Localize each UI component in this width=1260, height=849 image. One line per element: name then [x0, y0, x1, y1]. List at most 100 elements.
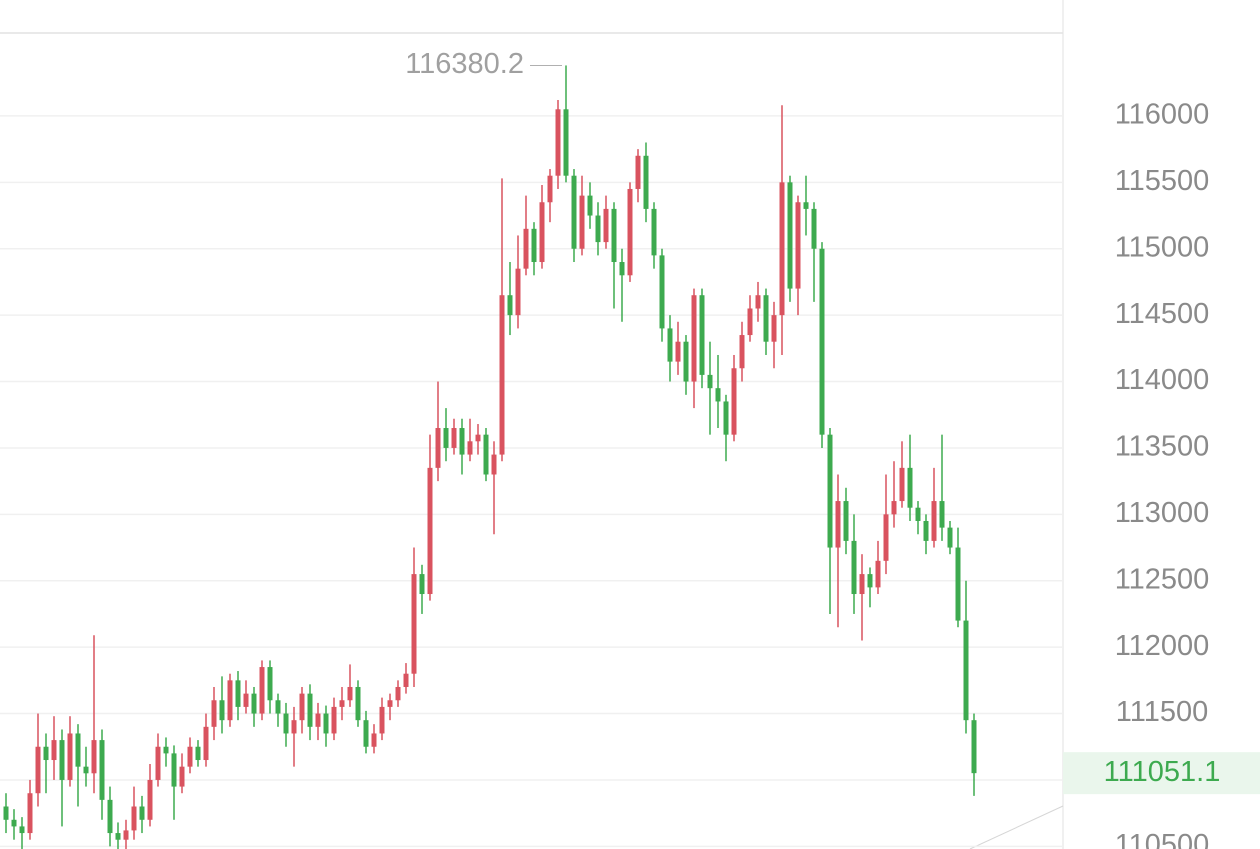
candle-body: [875, 560, 881, 588]
candle-body: [947, 527, 953, 548]
candle-body: [443, 428, 449, 448]
candle-body: [531, 228, 537, 263]
candle-body: [891, 501, 897, 515]
candle-body: [643, 155, 649, 209]
y-tick-label: 114500: [1115, 298, 1210, 330]
candle-body: [147, 779, 153, 820]
candle-body: [451, 428, 457, 448]
y-tick-label: 112000: [1115, 630, 1210, 662]
candle-body: [227, 680, 233, 721]
candle-body: [939, 501, 945, 528]
y-tick-label: 116000: [1115, 99, 1210, 131]
candle-body: [91, 740, 97, 774]
candle-body: [259, 667, 265, 714]
candle-body: [339, 700, 345, 707]
candle-body: [803, 202, 809, 209]
candle-body: [163, 746, 169, 754]
candle-body: [235, 680, 241, 707]
candle-body: [723, 401, 729, 435]
candle-body: [171, 753, 177, 787]
candle-body: [499, 295, 505, 455]
candle-body: [379, 706, 385, 734]
candle-body: [899, 467, 905, 502]
candle-body: [491, 454, 497, 475]
candle-body: [179, 766, 185, 787]
candle-body: [187, 746, 193, 767]
candle-body: [475, 434, 481, 442]
candle-body: [923, 520, 929, 541]
candle-body: [139, 806, 145, 820]
candle-body: [675, 341, 681, 362]
candle-body: [627, 188, 633, 276]
candle-body: [715, 388, 721, 402]
candle-body: [123, 830, 129, 840]
candle-body: [483, 434, 489, 475]
candle-body: [707, 374, 713, 389]
max-label: 116380.2: [405, 48, 524, 80]
candle-body: [331, 706, 337, 734]
candle-body: [747, 308, 753, 336]
candle-body: [931, 501, 937, 541]
candle-body: [635, 155, 641, 189]
candle-body: [155, 746, 161, 780]
candle-body: [203, 726, 209, 761]
candle-body: [283, 713, 289, 734]
candle-body: [435, 428, 441, 468]
candle-body: [419, 574, 425, 595]
candle-body: [587, 195, 593, 216]
candle-body: [811, 208, 817, 249]
candle-body: [51, 740, 57, 761]
candle-body: [299, 693, 305, 721]
y-tick-label: 113000: [1115, 497, 1210, 529]
candle-body: [355, 686, 361, 721]
y-tick-label: 114000: [1115, 364, 1210, 396]
candle-body: [195, 746, 201, 761]
candle-body: [243, 693, 249, 707]
candle-body: [867, 574, 873, 588]
candle-body: [19, 826, 25, 834]
candle-body: [555, 109, 561, 176]
y-tick-label: 111500: [1116, 696, 1208, 728]
candle-body: [907, 467, 913, 508]
candle-body: [955, 547, 961, 621]
candle-body: [883, 514, 889, 561]
y-tick-label: 110500: [1115, 829, 1210, 849]
candle-body: [595, 215, 601, 243]
trend-line: [969, 805, 1064, 849]
candle-body: [699, 295, 705, 375]
candle-body: [667, 328, 673, 362]
candle-body: [291, 720, 297, 734]
candle-body: [547, 175, 553, 203]
candle-body: [459, 428, 465, 455]
candle-body: [3, 806, 9, 820]
candle-body: [107, 799, 113, 834]
candle-body: [683, 341, 689, 382]
candle-body: [603, 208, 609, 243]
candle-body: [323, 713, 329, 734]
candle-body: [523, 228, 529, 269]
candle-body: [611, 208, 617, 263]
candle-body: [539, 202, 545, 263]
candle-body: [859, 574, 865, 595]
candle-body: [347, 686, 353, 701]
candle-body: [467, 441, 473, 455]
candle-body: [11, 819, 17, 827]
candle-body: [971, 720, 977, 774]
candle-body: [659, 255, 665, 329]
candle-body: [827, 434, 833, 548]
candle-body: [835, 501, 841, 548]
candle-body: [739, 335, 745, 369]
candle-body: [771, 315, 777, 342]
last-price-box: [1063, 752, 1260, 795]
candle-body: [691, 295, 697, 382]
candle-body: [843, 501, 849, 541]
last-price-label: 111051.1: [1104, 756, 1221, 788]
y-tick-label: 112500: [1115, 563, 1210, 595]
candle-body: [267, 667, 273, 701]
candle-body: [387, 700, 393, 707]
candle-body: [131, 806, 137, 831]
candle-body: [115, 833, 121, 840]
candle-body: [251, 693, 257, 714]
candle-body: [99, 740, 105, 800]
